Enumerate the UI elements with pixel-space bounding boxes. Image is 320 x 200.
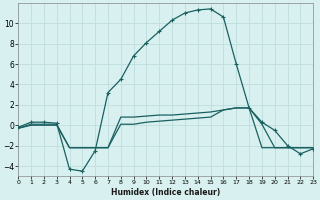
X-axis label: Humidex (Indice chaleur): Humidex (Indice chaleur) [111,188,220,197]
